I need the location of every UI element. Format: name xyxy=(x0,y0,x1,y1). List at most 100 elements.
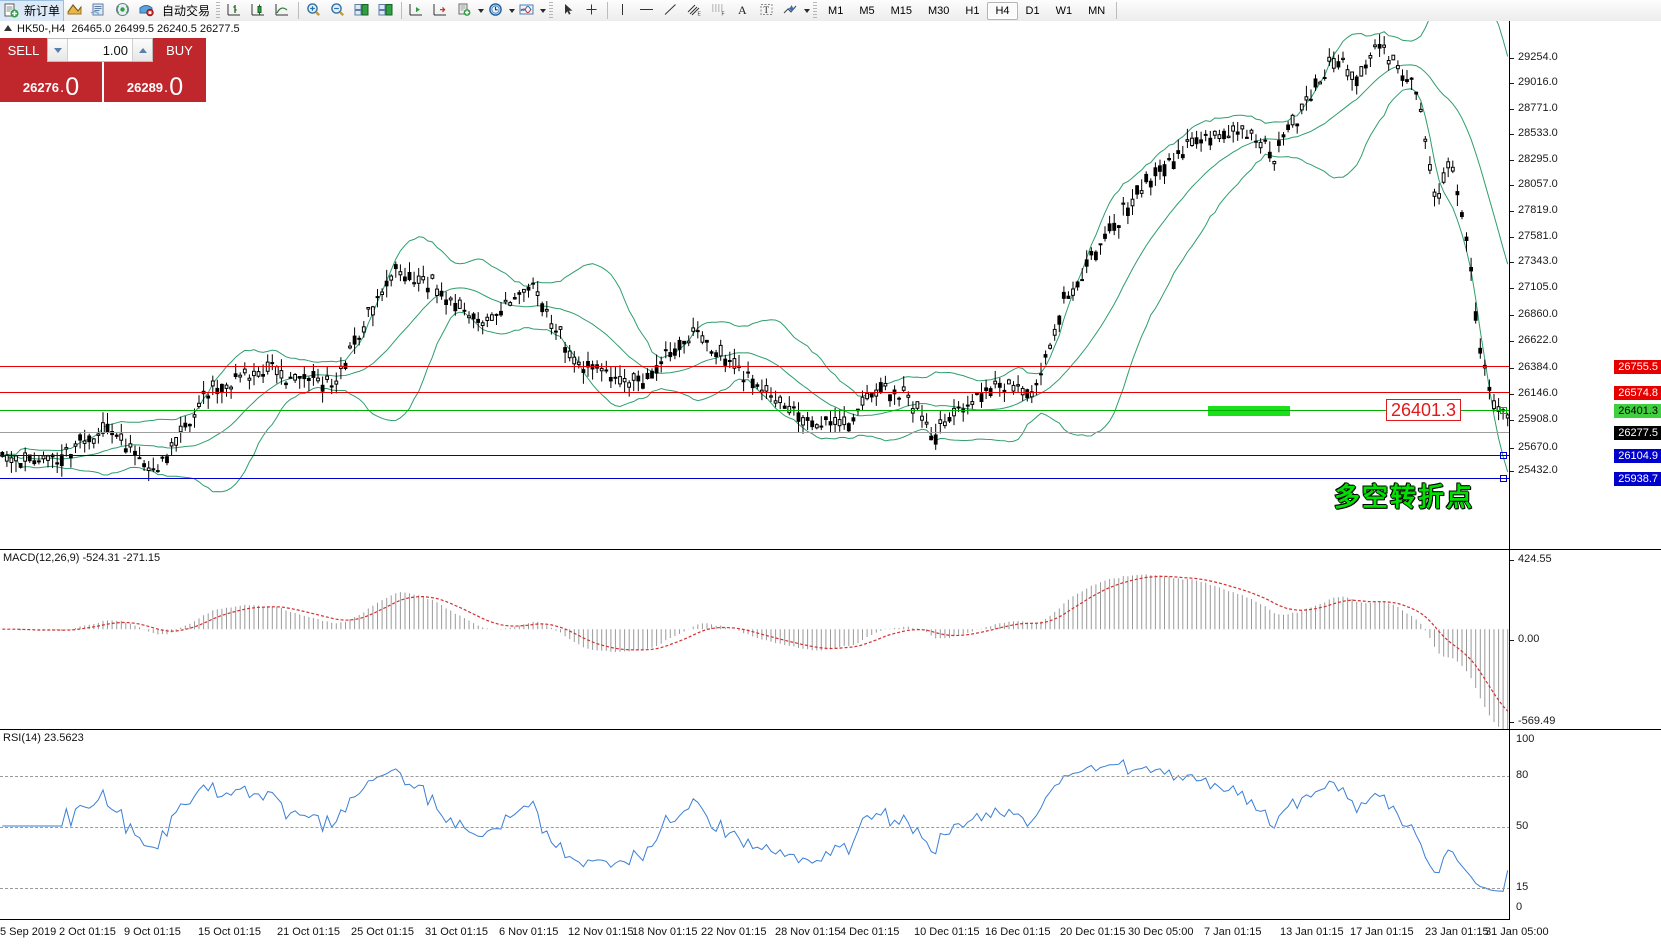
new-order-button[interactable]: 新订单 xyxy=(0,0,65,22)
level-handle-26401[interactable] xyxy=(1500,407,1507,414)
level-handle-26104[interactable] xyxy=(1500,452,1507,459)
volume-decrease-button[interactable] xyxy=(48,39,68,61)
time-axis[interactable]: 5 Sep 2019 2 Oct 01:15 9 Oct 01:15 15 Oct 0… xyxy=(0,919,1549,946)
line-chart-button[interactable] xyxy=(271,1,295,21)
level-handle-25938[interactable] xyxy=(1500,475,1507,482)
text-button[interactable]: T xyxy=(755,1,779,21)
level-line-25938[interactable] xyxy=(0,478,1510,479)
toolbar-grip[interactable] xyxy=(216,2,221,19)
objects-dropdown-arrow[interactable] xyxy=(803,1,810,21)
objects-icon xyxy=(782,2,800,19)
price-pane[interactable]: 26401.3 多空转折点 HK50-,H4 26465.0 26499.5 2… xyxy=(0,21,1661,549)
toolbar-grip[interactable] xyxy=(549,2,554,19)
macd-plot[interactable]: MACD(12,26,9) -524.31 -271.15 xyxy=(0,550,1510,730)
objects-button[interactable] xyxy=(779,1,803,21)
rsi-pane[interactable]: RSI(14) 23.5623 100 80 50 15 0 xyxy=(0,729,1661,920)
buy-price[interactable]: 26289. 0 xyxy=(104,62,206,102)
timeframe-d1[interactable]: D1 xyxy=(1025,4,1040,17)
chart-canvas-area[interactable]: 26401.3 多空转折点 HK50-,H4 26465.0 26499.5 2… xyxy=(0,21,1661,948)
text-label-button[interactable]: A xyxy=(731,1,755,21)
timeframe-w1[interactable]: W1 xyxy=(1055,4,1073,17)
price-plot[interactable]: 26401.3 多空转折点 xyxy=(0,21,1510,549)
market-button[interactable] xyxy=(135,1,159,21)
rsi-level-15 xyxy=(0,888,1510,889)
level-line-26574[interactable] xyxy=(0,392,1510,393)
tile-windows-2-button[interactable] xyxy=(374,1,398,21)
equidistant-channel-button[interactable]: E xyxy=(683,1,707,21)
buy-button[interactable]: BUY xyxy=(153,38,206,62)
level-line-26277[interactable] xyxy=(0,432,1510,433)
period-button[interactable] xyxy=(484,1,508,21)
data-window-icon xyxy=(90,2,108,19)
price-axis[interactable]: 29254.0 29016.0 28771.0 28533.0 28295.0 28057… xyxy=(1509,21,1661,549)
fibonacci-icon: F xyxy=(710,2,728,19)
time-tick: 21 Oct 01:15 xyxy=(277,926,340,938)
candlestick-chart-button[interactable] xyxy=(247,1,271,21)
toolbar-grip[interactable] xyxy=(813,2,818,19)
price-target-box[interactable]: 26401.3 xyxy=(1386,399,1462,421)
timeframe-m30[interactable]: M30 xyxy=(928,4,950,17)
templates-dropdown-arrow[interactable] xyxy=(477,1,484,21)
toolbar-separator xyxy=(298,2,300,19)
buy-price-integer: 26289 xyxy=(126,80,164,95)
macd-pane[interactable]: MACD(12,26,9) -524.31 -271.15 424.55 0.00… xyxy=(0,549,1661,730)
turning-point-note[interactable]: 多空转折点 xyxy=(1334,483,1475,513)
volume-increase-button[interactable] xyxy=(132,39,152,61)
price-label-25938: 25938.7 xyxy=(1614,472,1661,486)
rsi-plot[interactable]: RSI(14) 23.5623 xyxy=(0,730,1510,920)
autotrade-button[interactable]: 自动交易 xyxy=(159,1,213,21)
timeframe-mn[interactable]: MN xyxy=(1088,4,1106,17)
rsi-level-50 xyxy=(0,827,1510,828)
time-tick: 2 Oct 01:15 xyxy=(59,926,116,938)
zoom-in-button[interactable] xyxy=(302,1,326,21)
rsi-label: RSI(14) 23.5623 xyxy=(3,732,84,744)
period-dropdown-arrow[interactable] xyxy=(508,1,515,21)
auto-scroll-button[interactable] xyxy=(429,1,453,21)
price-label-26574: 26574.8 xyxy=(1614,386,1661,400)
bar-chart-button[interactable] xyxy=(223,1,247,21)
timeframe-m5[interactable]: M5 xyxy=(859,4,875,17)
one-click-trading-panel[interactable]: SELL 1.00 BUY 26276. 0 26289. 0 xyxy=(0,38,206,102)
indicators-dropdown-arrow[interactable] xyxy=(539,1,546,21)
horizontal-line-button[interactable] xyxy=(635,1,659,21)
time-tick: 28 Nov 01:15 xyxy=(775,926,841,938)
volume-stepper[interactable]: 1.00 xyxy=(47,38,153,62)
svg-text:F: F xyxy=(722,12,725,18)
volume-input[interactable]: 1.00 xyxy=(68,39,132,61)
macd-axis[interactable]: 424.55 0.00 -569.49 xyxy=(1509,550,1661,730)
time-tick: 13 Jan 01:15 xyxy=(1280,926,1344,938)
cursor-button[interactable] xyxy=(556,1,580,21)
rsi-axis[interactable]: 100 80 50 15 0 xyxy=(1509,730,1661,920)
tile-windows-button[interactable] xyxy=(350,1,374,21)
macd-series-svg xyxy=(2,574,1509,730)
signals-icon xyxy=(114,2,132,19)
timeframe-m15[interactable]: M15 xyxy=(890,4,912,17)
zoom-in-icon xyxy=(305,2,323,19)
time-tick: 16 Dec 01:15 xyxy=(985,926,1051,938)
sell-price[interactable]: 26276. 0 xyxy=(0,62,102,102)
sell-button[interactable]: SELL xyxy=(0,38,47,62)
level-line-26401[interactable] xyxy=(0,410,1510,411)
timeframe-m1[interactable]: M1 xyxy=(828,4,844,17)
fibonacci-button[interactable]: F xyxy=(707,1,731,21)
crosshair-button[interactable] xyxy=(580,1,604,21)
time-tick: 31 Oct 01:15 xyxy=(425,926,488,938)
data-window-button[interactable] xyxy=(87,1,111,21)
timeframe-h1[interactable]: H1 xyxy=(965,4,980,17)
level-line-26755[interactable] xyxy=(0,366,1510,367)
toolbar-separator xyxy=(607,2,609,19)
signals-button[interactable] xyxy=(111,1,135,21)
trend-line-button[interactable] xyxy=(659,1,683,21)
level-line-26104[interactable] xyxy=(0,455,1510,456)
vertical-line-button[interactable] xyxy=(611,1,635,21)
timeframe-h4[interactable]: H4 xyxy=(987,1,1018,20)
indicators-button[interactable] xyxy=(515,1,539,21)
chart-shift-button[interactable] xyxy=(405,1,429,21)
templates-button[interactable] xyxy=(453,1,477,21)
zoom-out-button[interactable] xyxy=(326,1,350,21)
buy-price-separator: . xyxy=(164,79,169,96)
charts-button[interactable] xyxy=(63,1,87,21)
expand-triangle-icon[interactable] xyxy=(4,25,12,31)
zoom-out-icon xyxy=(329,2,347,19)
new-order-icon xyxy=(3,2,21,19)
